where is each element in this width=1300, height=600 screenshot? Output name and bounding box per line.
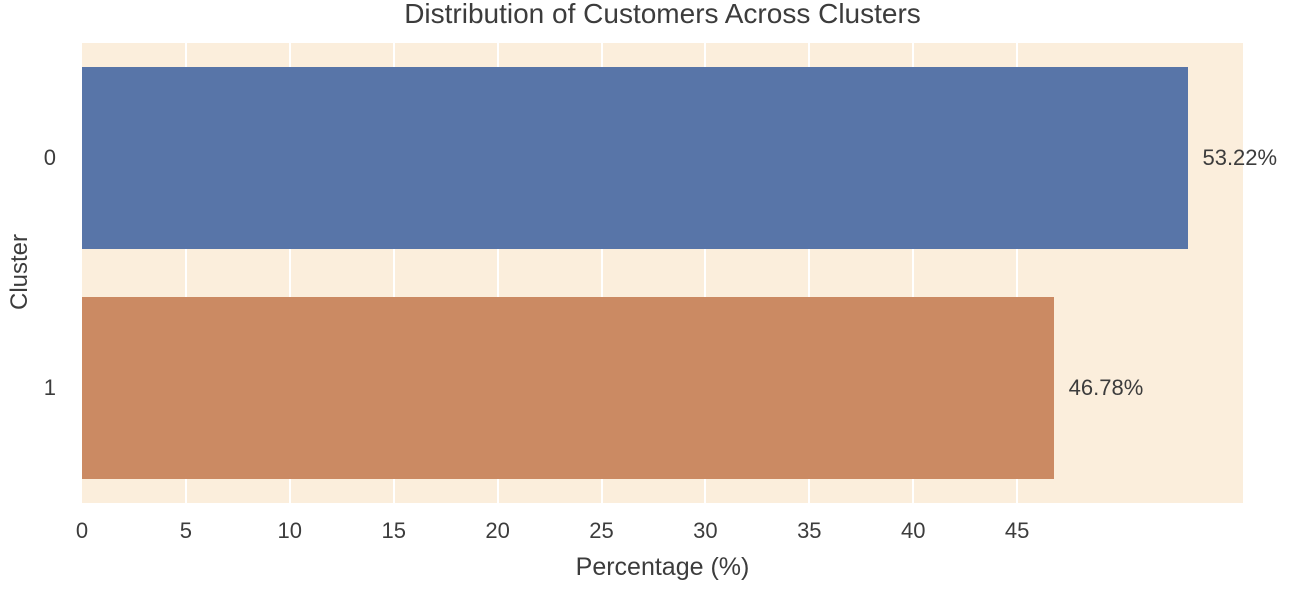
y-tick-label: 1 (43, 375, 56, 400)
plot-area: 53.22% 46.78% (82, 43, 1277, 503)
x-tick-label: 15 (381, 518, 406, 543)
grid-line (184, 43, 187, 503)
x-axis-tick-labels: 0 5 10 15 20 25 30 35 40 45 (76, 518, 1243, 546)
x-tick-label: 0 (75, 518, 89, 543)
x-tick-label: 10 (277, 518, 303, 543)
x-tick-label: 25 (589, 518, 614, 543)
grid-line (600, 43, 603, 503)
grid-line (1016, 43, 1019, 503)
y-axis-title: Cluster (6, 233, 33, 311)
x-tick-label: 40 (900, 518, 926, 543)
x-tick-label: 45 (1004, 518, 1030, 543)
chart-title: Distribution of Customers Across Cluster… (404, 0, 921, 29)
bar-value-label: 46.78% (1068, 375, 1144, 400)
x-tick-label: 30 (693, 518, 718, 543)
y-tick-label: 0 (43, 145, 56, 170)
grid-line (392, 43, 395, 503)
grid-line (496, 43, 499, 503)
grid-line (704, 43, 707, 503)
grid-line (288, 43, 291, 503)
grid-line (912, 43, 915, 503)
grid-line (808, 43, 811, 503)
bar-value-label: 53.22% (1202, 145, 1278, 170)
x-axis-title: Percentage (%) (575, 553, 750, 581)
bar-cluster-0 (82, 67, 1188, 249)
bar-cluster-1 (82, 297, 1055, 479)
x-tick-label: 20 (485, 518, 510, 543)
x-tick-label: 5 (179, 518, 193, 543)
x-tick-label: 35 (797, 518, 822, 543)
